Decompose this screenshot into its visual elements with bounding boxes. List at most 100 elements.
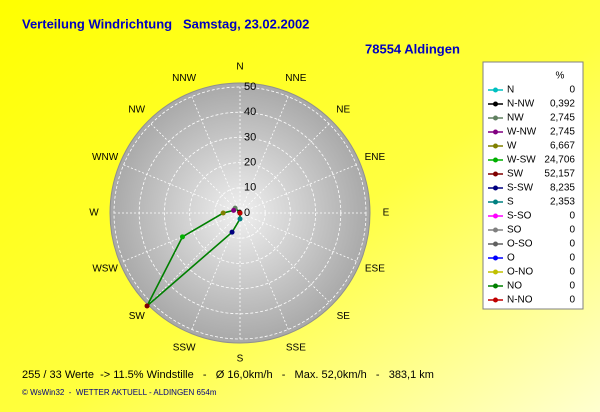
data-point xyxy=(220,210,226,216)
direction-label: SE xyxy=(337,311,351,322)
legend-value: 0 xyxy=(569,281,575,292)
legend-value: 2,353 xyxy=(550,197,575,208)
legend-label: N-NO xyxy=(507,295,533,306)
legend-marker xyxy=(493,101,498,107)
grid-ring xyxy=(214,187,266,239)
r-tick-label: 30 xyxy=(244,131,256,143)
legend-label: N xyxy=(507,85,514,96)
legend-value: 2,745 xyxy=(550,113,575,124)
chart-subtitle: 78554 Aldingen xyxy=(365,41,460,56)
legend-value: 0,392 xyxy=(550,99,575,110)
legend-marker xyxy=(493,213,498,219)
footer: 255 / 33 Werte -> 11.5% Windstille - Ø 1… xyxy=(22,369,434,381)
spoke xyxy=(123,164,241,214)
legend-value: 0 xyxy=(569,211,575,222)
spoke xyxy=(150,212,241,303)
legend-marker xyxy=(493,255,498,261)
direction-label: NE xyxy=(336,104,350,115)
legend-label: SW xyxy=(507,169,524,180)
direction-label: S xyxy=(237,354,244,365)
direction-label: ESE xyxy=(365,264,385,275)
legend-label: O xyxy=(507,253,515,264)
spoke xyxy=(239,96,289,214)
legend-value: 0 xyxy=(569,225,575,236)
legend-label: NO xyxy=(507,281,522,292)
legend-marker xyxy=(493,157,498,163)
legend-value: 8,235 xyxy=(550,183,575,194)
direction-label: W xyxy=(89,208,99,219)
direction-label: NNE xyxy=(285,73,306,84)
spoke xyxy=(150,123,241,214)
direction-label: WNW xyxy=(92,152,119,163)
r-tick-label: 0 xyxy=(244,207,250,219)
grid-ring xyxy=(189,162,291,264)
legend-label: W xyxy=(507,141,517,152)
legend-label: O-SO xyxy=(507,239,533,250)
legend-label: SO xyxy=(507,225,522,236)
r-tick-label: 50 xyxy=(244,81,256,93)
legend-value: 24,706 xyxy=(544,155,575,166)
spoke xyxy=(239,212,330,303)
r-tick-label: 10 xyxy=(244,182,256,194)
r-tick-label: 20 xyxy=(244,157,256,169)
legend-value: 0 xyxy=(569,239,575,250)
legend-label: NW xyxy=(507,113,524,124)
data-point xyxy=(231,207,237,213)
legend-value: 6,667 xyxy=(550,141,575,152)
direction-label: SW xyxy=(129,311,146,322)
legend-marker xyxy=(493,297,498,303)
legend-marker xyxy=(493,269,498,275)
wind-line xyxy=(146,206,241,307)
legend-value: 0 xyxy=(569,85,575,96)
legend-marker xyxy=(493,227,498,233)
spoke xyxy=(239,123,330,214)
legend-label: S-SO xyxy=(507,211,532,222)
legend-value: 0 xyxy=(569,295,575,306)
chart-title: Verteilung Windrichtung Samstag, 23.02.2… xyxy=(22,16,309,31)
legend-marker xyxy=(493,171,498,177)
data-point xyxy=(237,216,243,222)
data-point xyxy=(179,234,185,240)
direction-label: WSW xyxy=(92,264,118,275)
r-tick-label: 40 xyxy=(244,106,256,118)
data-point xyxy=(237,210,243,216)
legend-label: O-NO xyxy=(507,267,533,278)
legend-marker xyxy=(493,241,498,247)
direction-label: SSE xyxy=(286,343,306,354)
spoke xyxy=(239,212,289,330)
grid-ring xyxy=(163,136,316,289)
data-point xyxy=(229,229,235,235)
direction-label: SSW xyxy=(173,343,196,354)
spoke xyxy=(239,164,357,214)
direction-label: E xyxy=(383,208,390,219)
legend-title: % xyxy=(556,71,565,82)
legend-label: S xyxy=(507,197,514,208)
credit: © WsWin32 - WETTER AKTUELL - ALDINGEN 65… xyxy=(22,388,217,397)
legend-marker xyxy=(493,115,498,121)
legend-label: W-SW xyxy=(507,155,536,166)
legend-label: W-NW xyxy=(507,127,537,138)
legend-value: 0 xyxy=(569,253,575,264)
legend-marker xyxy=(493,283,498,289)
spoke xyxy=(123,212,241,262)
legend-marker xyxy=(493,143,498,149)
legend-box xyxy=(482,61,584,310)
legend-marker xyxy=(493,87,498,93)
legend-label: S-SW xyxy=(507,183,534,194)
grid-ring xyxy=(113,86,367,340)
legend-marker xyxy=(493,185,498,191)
legend-value: 2,745 xyxy=(550,127,575,138)
direction-label: ENE xyxy=(365,152,386,163)
spoke xyxy=(191,96,241,214)
direction-label: N xyxy=(236,62,243,73)
direction-label: NW xyxy=(128,104,145,115)
direction-label: NNW xyxy=(172,73,196,84)
legend-marker xyxy=(493,199,498,205)
legend-label: N-NW xyxy=(507,99,535,110)
spoke xyxy=(239,212,357,262)
data-point xyxy=(144,303,150,309)
legend-marker xyxy=(493,129,498,135)
grid-ring xyxy=(138,111,342,315)
legend-value: 52,157 xyxy=(544,169,575,180)
